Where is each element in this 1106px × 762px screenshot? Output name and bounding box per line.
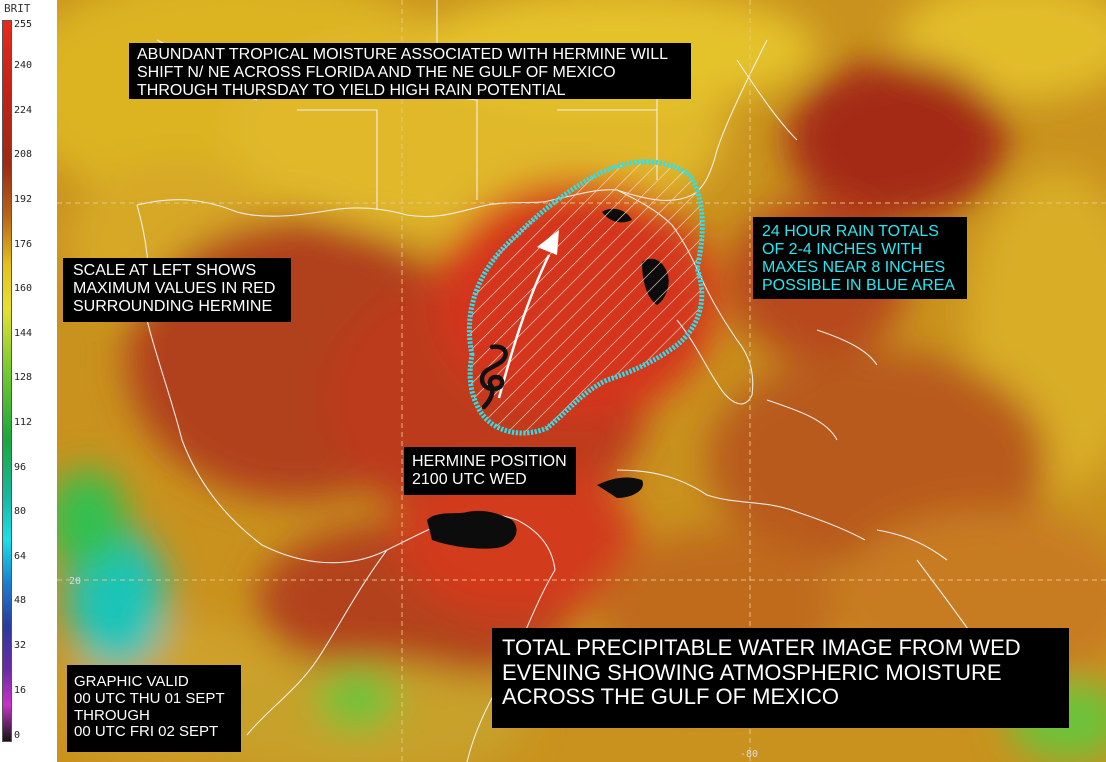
rain-potential-area (466, 159, 705, 436)
scale-tick: 240 (14, 60, 33, 71)
rain-totals-annotation: 24 HOUR RAIN TOTALS OF 2-4 INCHES WITH M… (753, 217, 967, 299)
scale-tick: 48 (14, 595, 27, 606)
hermine-position-annotation: HERMINE POSITION 2100 UTC WED (404, 447, 576, 495)
scale-tick: 224 (14, 105, 33, 116)
scale-tick: 208 (14, 149, 33, 160)
scale-tick: 16 (14, 685, 27, 696)
scale-tick: 176 (14, 239, 33, 250)
scale-tick: 112 (14, 417, 33, 428)
tropical-storm-symbol-icon (479, 344, 508, 410)
scale-tick: 64 (14, 551, 27, 562)
scale-title: BRIT (4, 2, 31, 15)
scale-tick: 96 (14, 462, 27, 473)
scale-tick: 32 (14, 640, 27, 651)
scale-tick: 80 (14, 506, 27, 517)
scale-tick: 0 (14, 730, 21, 741)
scale-annotation: SCALE AT LEFT SHOWS MAXIMUM VALUES IN RE… (63, 258, 291, 322)
color-scale: BRIT 255 240 224 208 192 176 160 144 128… (0, 0, 42, 762)
scale-tick: 128 (14, 372, 33, 383)
scale-gradient-bar (2, 20, 12, 742)
image-title: TOTAL PRECIPITABLE WATER IMAGE FROM WED … (492, 628, 1069, 728)
moisture-annotation: ABUNDANT TROPICAL MOISTURE ASSOCIATED WI… (129, 43, 691, 99)
scale-tick: 160 (14, 283, 33, 294)
latitude-label: 20 (69, 576, 81, 587)
longitude-label: -80 (740, 749, 758, 760)
scale-tick: 192 (14, 194, 33, 205)
scale-tick: 255 (14, 19, 33, 30)
scale-tick: 144 (14, 328, 33, 339)
validity-annotation: GRAPHIC VALID 00 UTC THU 01 SEPT THROUGH… (67, 665, 241, 752)
